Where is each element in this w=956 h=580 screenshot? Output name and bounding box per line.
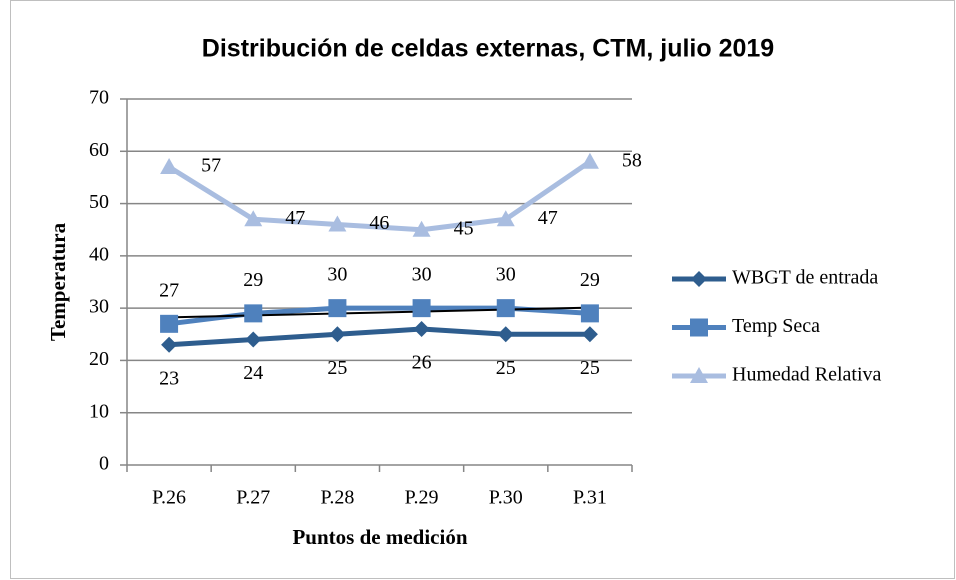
data-label: 25 bbox=[327, 357, 347, 379]
data-label: 45 bbox=[454, 217, 474, 239]
data-label: 58 bbox=[622, 149, 642, 171]
point bbox=[581, 326, 598, 343]
point bbox=[244, 210, 263, 227]
data-label: 27 bbox=[159, 279, 179, 301]
x-axis-label: Puntos de medición bbox=[292, 525, 467, 549]
data-label: 30 bbox=[327, 264, 347, 286]
x-tick-label: P.31 bbox=[573, 487, 607, 509]
y-tick-label: 70 bbox=[89, 87, 109, 109]
point bbox=[580, 304, 599, 323]
legend-label: Temp Seca bbox=[732, 315, 820, 337]
point bbox=[161, 336, 178, 353]
legend-label: WBGT de entrada bbox=[732, 267, 878, 289]
point bbox=[329, 326, 346, 343]
data-label: 25 bbox=[580, 357, 600, 379]
point bbox=[160, 314, 179, 333]
series-line bbox=[168, 326, 590, 348]
point bbox=[496, 299, 515, 318]
chart-frame bbox=[10, 0, 955, 579]
x-tick-label: P.28 bbox=[320, 487, 354, 509]
point bbox=[160, 157, 179, 174]
point bbox=[245, 331, 262, 348]
trend-line bbox=[169, 306, 590, 319]
y-tick-label: 30 bbox=[89, 296, 109, 318]
data-label: 47 bbox=[538, 207, 558, 229]
data-label: 30 bbox=[496, 264, 516, 286]
chart-title: Distribución de celdas externas, CTM, ju… bbox=[202, 35, 774, 63]
data-label: 46 bbox=[369, 212, 389, 234]
data-label: 29 bbox=[243, 269, 263, 291]
y-tick-label: 0 bbox=[99, 453, 109, 475]
legend-label: Humedad Relativa bbox=[732, 364, 882, 386]
data-label: 24 bbox=[243, 362, 263, 384]
point bbox=[496, 210, 515, 227]
data-label: 47 bbox=[285, 207, 305, 229]
x-tick-label: P.29 bbox=[405, 487, 439, 509]
data-label: 30 bbox=[412, 264, 432, 286]
legend-marker bbox=[690, 318, 708, 337]
point bbox=[412, 220, 431, 237]
point bbox=[328, 215, 347, 232]
y-axis-label: Temperatura bbox=[46, 222, 70, 341]
y-tick-label: 20 bbox=[89, 348, 109, 370]
y-tick-label: 40 bbox=[89, 243, 109, 265]
point bbox=[328, 299, 347, 318]
y-tick-label: 60 bbox=[89, 139, 109, 161]
data-label: 29 bbox=[580, 269, 600, 291]
point bbox=[580, 152, 599, 169]
x-tick-label: P.26 bbox=[152, 487, 186, 509]
data-label: 23 bbox=[159, 367, 179, 389]
y-tick-label: 50 bbox=[89, 191, 109, 213]
legend-marker bbox=[691, 271, 707, 287]
data-label: 25 bbox=[496, 357, 516, 379]
x-tick-label: P.30 bbox=[489, 487, 523, 509]
point bbox=[413, 321, 430, 338]
point bbox=[412, 299, 431, 318]
point bbox=[497, 326, 514, 343]
y-tick-label: 10 bbox=[89, 400, 109, 422]
legend-marker bbox=[690, 367, 708, 383]
series-line bbox=[167, 159, 592, 233]
data-label: 57 bbox=[201, 155, 221, 177]
data-label: 26 bbox=[412, 352, 432, 374]
x-tick-label: P.27 bbox=[236, 487, 270, 509]
point bbox=[244, 304, 263, 323]
